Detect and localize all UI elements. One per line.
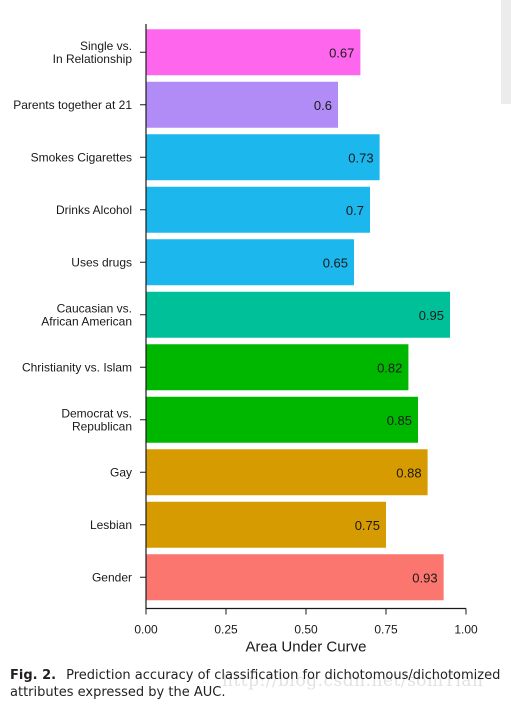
data-label: 0.88 [396,465,421,480]
bar [146,501,386,548]
bar [146,134,380,181]
data-label: 0.73 [348,150,373,165]
scrollbar-thumb[interactable] [501,0,511,104]
data-label: 0.67 [329,45,354,60]
figure-caption: Fig. 2. Prediction accuracy of classifica… [10,667,505,701]
y-tick-label: Parents together at 21 [13,98,132,112]
data-label: 0.6 [314,98,332,113]
bar [146,291,450,338]
x-tick-label: 0.00 [134,623,158,637]
x-tick-label: 0.75 [374,623,398,637]
x-axis-title: Area Under Curve [246,639,367,656]
y-tick-label: Democrat vs. Republican [61,406,132,433]
y-tick-label: Single vs. In Relationship [53,39,133,66]
bar [146,344,409,391]
y-tick-label: Lesbian [90,518,132,532]
bar [146,186,370,233]
y-tick-label: Smokes Cigarettes [31,150,132,164]
bar [146,239,354,286]
data-label: 0.85 [387,413,412,428]
bar [146,554,444,601]
bar [146,29,361,76]
data-label: 0.65 [323,255,348,270]
y-tick-label: Drinks Alcohol [56,203,132,217]
y-tick-label: Christianity vs. Islam [22,360,132,374]
data-label: 0.82 [377,360,402,375]
y-tick-label: Gender [92,570,132,584]
bar [146,396,418,443]
data-label: 0.95 [419,308,444,323]
data-label: 0.7 [346,203,364,218]
watermark-text: http://blog.csdn.net/somTian [222,671,484,691]
bar [146,81,338,128]
data-label: 0.93 [412,570,437,585]
y-tick-label: Caucasian vs. African American [41,301,132,328]
x-tick-label: 0.25 [214,623,238,637]
bar-chart: 0.67 Single vs. In Relationship 0.6 Parents … [13,24,478,656]
x-tick-label: 0.50 [294,623,318,637]
caption-text: Prediction accuracy of classification fo… [10,668,501,700]
x-tick-label: 1.00 [454,623,478,637]
data-label: 0.75 [355,518,380,533]
bar [146,449,428,496]
y-tick-label: Gay [110,465,132,479]
y-tick-label: Uses drugs [71,255,132,269]
figure-label: Fig. 2. [10,668,57,683]
